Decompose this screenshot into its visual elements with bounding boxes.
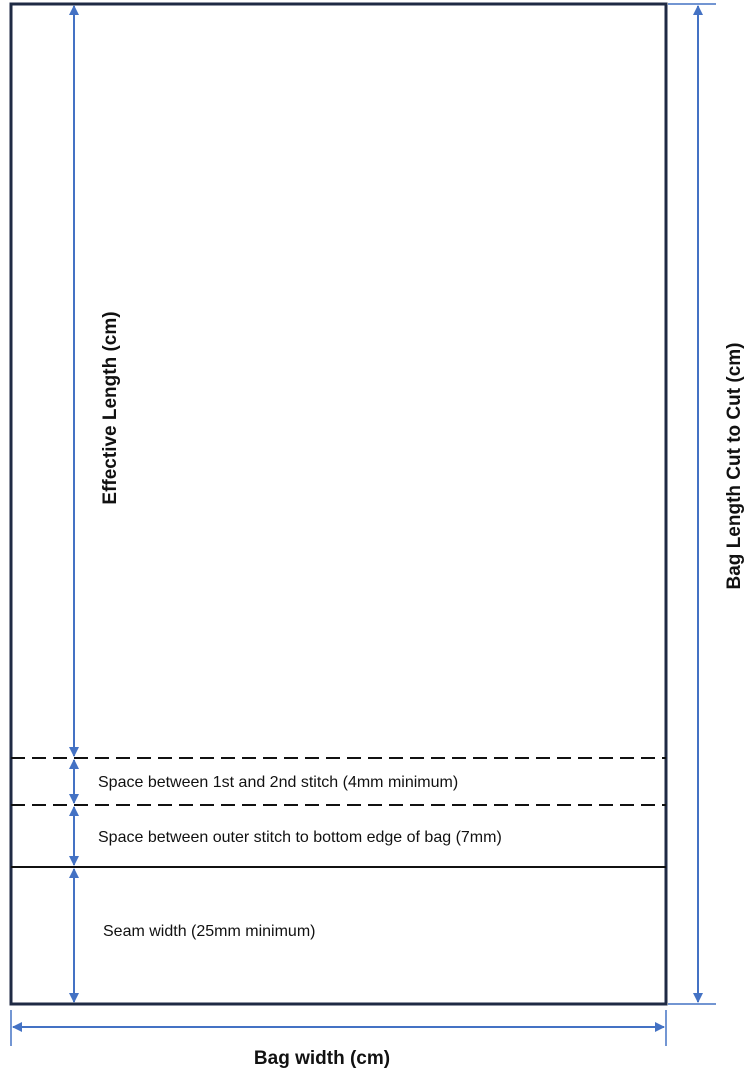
bag-length-label: Bag Length Cut to Cut (cm) — [724, 343, 745, 590]
outer-stitch-space-label: Space between outer stitch to bottom edg… — [98, 829, 502, 846]
bag-outline — [9, 2, 668, 1006]
stitch-space-label: Space between 1st and 2nd stitch (4mm mi… — [98, 774, 458, 791]
effective-length-label: Effective Length (cm) — [100, 311, 121, 504]
bag-width-label: Bag width (cm) — [254, 1048, 390, 1069]
seam-width-label: Seam width (25mm minimum) — [103, 923, 315, 940]
